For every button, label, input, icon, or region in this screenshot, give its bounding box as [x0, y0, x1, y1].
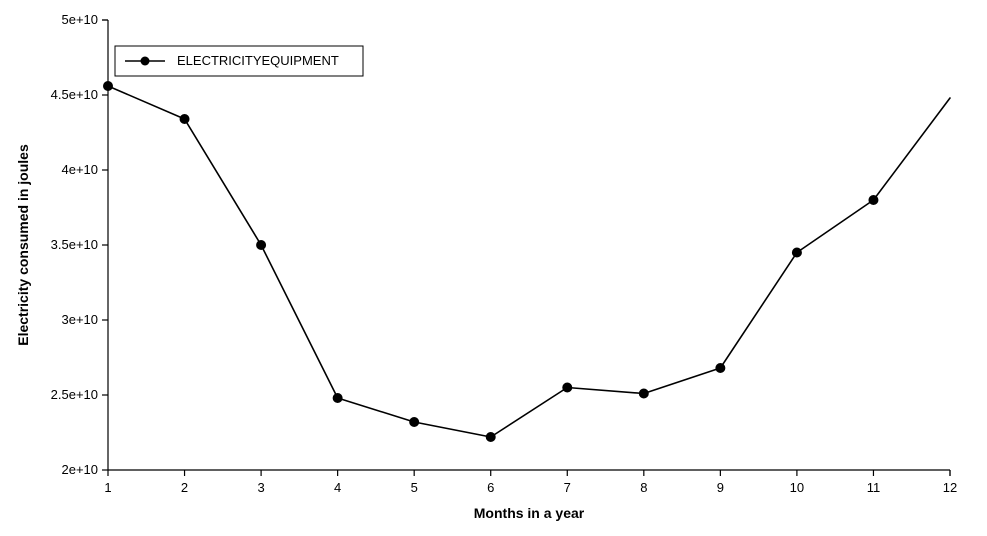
x-tick-label: 6 — [487, 480, 494, 495]
x-axis-label: Months in a year — [474, 505, 585, 521]
y-tick-label: 4e+10 — [61, 162, 98, 177]
x-tick-label: 4 — [334, 480, 341, 495]
series-marker — [869, 196, 878, 205]
x-tick-label: 11 — [867, 480, 881, 495]
x-tick-label: 5 — [411, 480, 418, 495]
x-tick-label: 10 — [790, 480, 804, 495]
chart-svg: 1234567891011122e+102.5e+103e+103.5e+104… — [0, 0, 987, 536]
y-tick-label: 5e+10 — [61, 12, 98, 27]
x-tick-label: 9 — [717, 480, 724, 495]
x-tick-label: 12 — [943, 480, 957, 495]
electricity-chart: 1234567891011122e+102.5e+103e+103.5e+104… — [0, 0, 987, 536]
series-marker — [180, 115, 189, 124]
series-marker — [716, 364, 725, 373]
x-tick-label: 7 — [564, 480, 571, 495]
series-line — [108, 86, 950, 437]
y-tick-label: 4.5e+10 — [51, 87, 98, 102]
series-marker — [257, 241, 266, 250]
legend-marker — [141, 57, 150, 66]
x-tick-label: 1 — [104, 480, 111, 495]
x-tick-label: 2 — [181, 480, 188, 495]
series-marker — [333, 394, 342, 403]
legend-label: ELECTRICITYEQUIPMENT — [177, 53, 339, 68]
x-tick-label: 8 — [640, 480, 647, 495]
series-marker — [486, 433, 495, 442]
y-tick-label: 3.5e+10 — [51, 237, 98, 252]
x-tick-label: 3 — [257, 480, 264, 495]
series-marker — [563, 383, 572, 392]
y-axis-label: Electricity consumed in joules — [15, 144, 31, 346]
y-tick-label: 2e+10 — [61, 462, 98, 477]
y-tick-label: 2.5e+10 — [51, 387, 98, 402]
series-marker — [104, 82, 113, 91]
y-tick-label: 3e+10 — [61, 312, 98, 327]
series-marker — [792, 248, 801, 257]
series-marker — [639, 389, 648, 398]
series-marker — [410, 418, 419, 427]
